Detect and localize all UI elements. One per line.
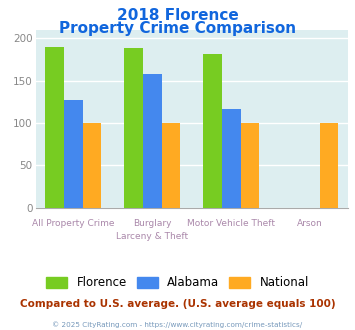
Text: Arson: Arson: [297, 219, 323, 228]
Text: Larceny & Theft: Larceny & Theft: [116, 232, 188, 241]
Bar: [222, 110, 241, 208]
Bar: [124, 49, 143, 208]
Bar: [320, 123, 338, 208]
Bar: [143, 74, 162, 208]
Bar: [64, 100, 83, 208]
Bar: [203, 54, 222, 208]
Text: Motor Vehicle Theft: Motor Vehicle Theft: [187, 219, 275, 228]
Text: Compared to U.S. average. (U.S. average equals 100): Compared to U.S. average. (U.S. average …: [20, 299, 335, 309]
Text: Property Crime Comparison: Property Crime Comparison: [59, 21, 296, 36]
Bar: [162, 123, 180, 208]
Legend: Florence, Alabama, National: Florence, Alabama, National: [42, 272, 313, 294]
Text: 2018 Florence: 2018 Florence: [117, 8, 238, 23]
Bar: [45, 47, 64, 208]
Text: Burglary: Burglary: [133, 219, 171, 228]
Text: All Property Crime: All Property Crime: [32, 219, 114, 228]
Bar: [83, 123, 102, 208]
Bar: [241, 123, 260, 208]
Text: © 2025 CityRating.com - https://www.cityrating.com/crime-statistics/: © 2025 CityRating.com - https://www.city…: [53, 322, 302, 328]
